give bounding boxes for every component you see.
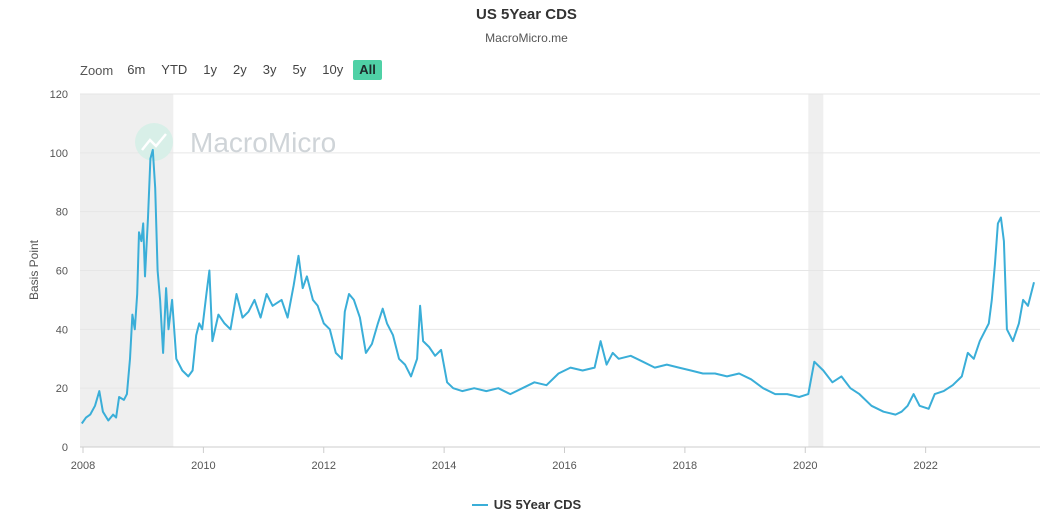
legend[interactable]: US 5Year CDS: [0, 497, 1053, 512]
chart-title: US 5Year CDS: [476, 6, 577, 23]
range-button-all[interactable]: All: [353, 60, 382, 80]
x-tick-label: 2018: [673, 460, 697, 472]
x-tick-label: 2012: [312, 460, 336, 472]
x-tick-label: 2008: [71, 460, 95, 472]
x-tick-label: 2010: [191, 460, 215, 472]
chart-subtitle: MacroMicro.me: [485, 31, 568, 45]
range-button-10y[interactable]: 10y: [322, 62, 344, 77]
range-button-3y[interactable]: 3y: [262, 62, 277, 77]
range-button-ytd[interactable]: YTD: [161, 62, 188, 77]
watermark-logo-trend-icon: [141, 133, 167, 151]
y-tick-label: 120: [50, 89, 68, 101]
series-layer: [80, 148, 1035, 425]
watermark: MacroMicro: [135, 123, 336, 161]
range-selector: Zoom 6m YTD 1y 2y 3y 5y 10y All: [80, 59, 386, 81]
y-tick-label: 60: [56, 266, 68, 278]
watermark-text: MacroMicro: [190, 127, 336, 158]
legend-item-label[interactable]: US 5Year CDS: [493, 497, 582, 512]
y-tick-label: 0: [62, 442, 68, 454]
legend-swatch: [471, 503, 488, 506]
y-tick-label: 20: [56, 383, 68, 395]
x-tick-label: 2016: [552, 460, 576, 472]
y-tick-label: 100: [50, 148, 68, 160]
y-axis-label: Basis Point: [27, 239, 41, 300]
x-tick-label: 2020: [793, 460, 817, 472]
range-button-5y[interactable]: 5y: [292, 62, 307, 77]
range-button-2y[interactable]: 2y: [233, 62, 247, 77]
range-button-6m[interactable]: 6m: [127, 62, 146, 77]
range-button-1y[interactable]: 1y: [203, 62, 218, 77]
y-axis-ticks: 0 20 40 60 80 100 120: [50, 89, 68, 454]
x-axis-ticks: 2008 2010 2012 2014 2016 2018 2020 2022: [71, 447, 938, 472]
x-tick-label: 2014: [432, 460, 456, 472]
zoom-label: Zoom: [80, 62, 114, 78]
y-tick-label: 80: [56, 207, 68, 219]
series-line-0[interactable]: [80, 148, 1035, 425]
grid-lines: [80, 93, 1040, 448]
x-tick-label: 2022: [913, 460, 937, 472]
watermark-logo-icon: [135, 123, 173, 161]
y-tick-label: 40: [56, 324, 68, 336]
